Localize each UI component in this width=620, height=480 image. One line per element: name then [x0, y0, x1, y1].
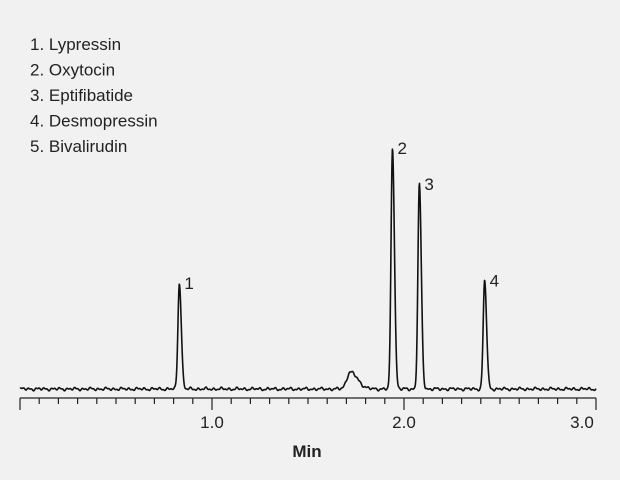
- tick-label: 1.0: [200, 413, 224, 432]
- peak-label-2: 2: [397, 139, 406, 158]
- peak-labels: 1 23 4: [184, 139, 499, 293]
- legend: 1. Lypressin 2. Oxytocin 3. Eptifibatide 4.…: [30, 35, 158, 156]
- peak-label-3: 3: [424, 175, 433, 194]
- peak-label-4: 4: [490, 272, 499, 291]
- tick-label: 2.0: [392, 413, 416, 432]
- x-axis-tick-labels: 1.0 2.0 3.0: [200, 413, 594, 432]
- legend-item-2: 2. Oxytocin: [30, 61, 115, 80]
- peak-label-1: 1: [184, 274, 193, 293]
- legend-item-3: 3. Eptifibatide: [30, 86, 133, 105]
- x-axis-title: Min: [292, 442, 321, 461]
- tick-label: 3.0: [570, 413, 594, 432]
- x-axis-ticks: [19, 398, 597, 410]
- legend-item-1: 1. Lypressin: [30, 35, 121, 54]
- legend-item-4: 4. Desmopressin: [30, 112, 158, 131]
- legend-item-5: 5. Bivalirudin: [30, 137, 127, 156]
- chromatogram-trace: [19, 148, 597, 392]
